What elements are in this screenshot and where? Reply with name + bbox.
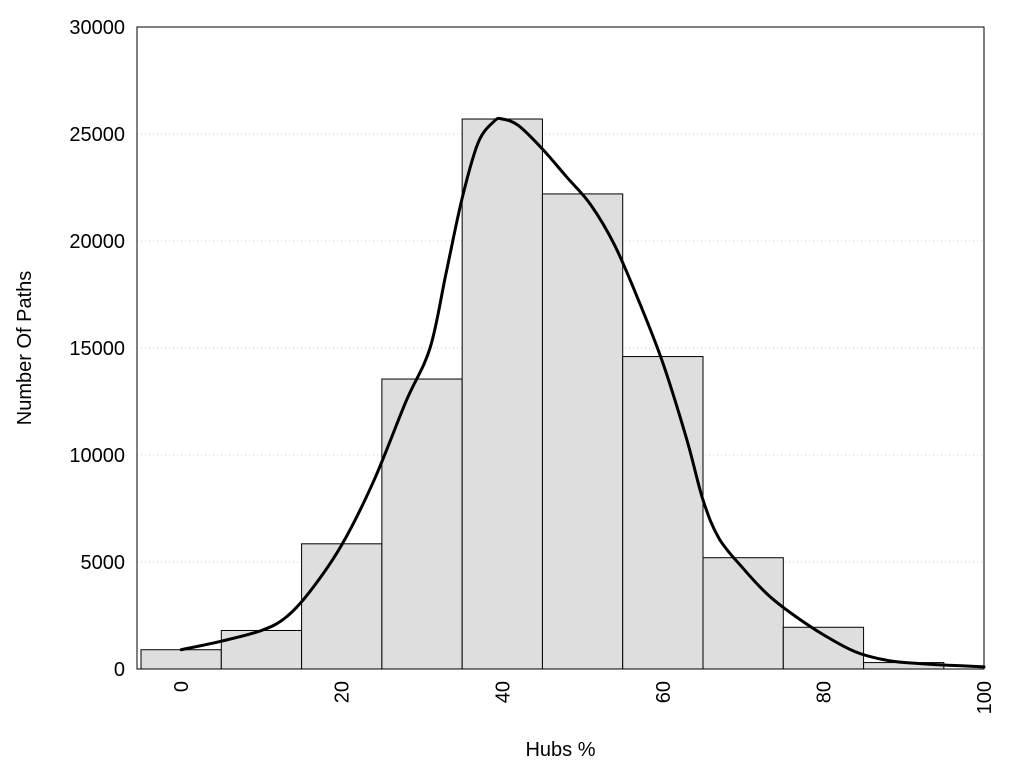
x-tick-label: 80 — [813, 681, 835, 703]
y-tick-label: 20000 — [69, 231, 125, 253]
histogram-bar — [140, 649, 222, 670]
y-tick-label: 15000 — [69, 338, 125, 360]
y-tick-label: 0 — [114, 659, 125, 681]
x-tick-label: 40 — [492, 681, 514, 703]
histogram-bar — [622, 356, 704, 670]
histogram-bar — [381, 378, 463, 670]
histogram-bar — [541, 193, 624, 670]
x-axis-title: Hubs % — [525, 739, 595, 761]
y-tick-label: 5000 — [81, 552, 126, 574]
histogram-bars — [140, 118, 945, 670]
histogram-bar — [301, 543, 383, 670]
x-tick-label: 0 — [171, 681, 193, 692]
x-axis-ticks: 0 20 40 60 80 100 — [171, 681, 996, 714]
x-tick-label: 20 — [332, 681, 354, 703]
x-tick-label: 60 — [653, 681, 675, 703]
x-tick-label: 100 — [974, 681, 996, 714]
density-curve — [179, 116, 986, 669]
histogram-bar — [461, 118, 543, 670]
y-axis-title: Number Of Paths — [14, 271, 36, 426]
histogram-bar — [702, 557, 784, 670]
y-tick-label: 10000 — [69, 445, 125, 467]
plot-frame — [136, 26, 985, 670]
histogram-bar — [220, 629, 303, 670]
y-tick-label: 30000 — [69, 17, 125, 39]
y-tick-label: 25000 — [69, 124, 125, 146]
y-axis-ticks: 0 5000 10000 15000 20000 25000 30000 — [69, 17, 125, 681]
